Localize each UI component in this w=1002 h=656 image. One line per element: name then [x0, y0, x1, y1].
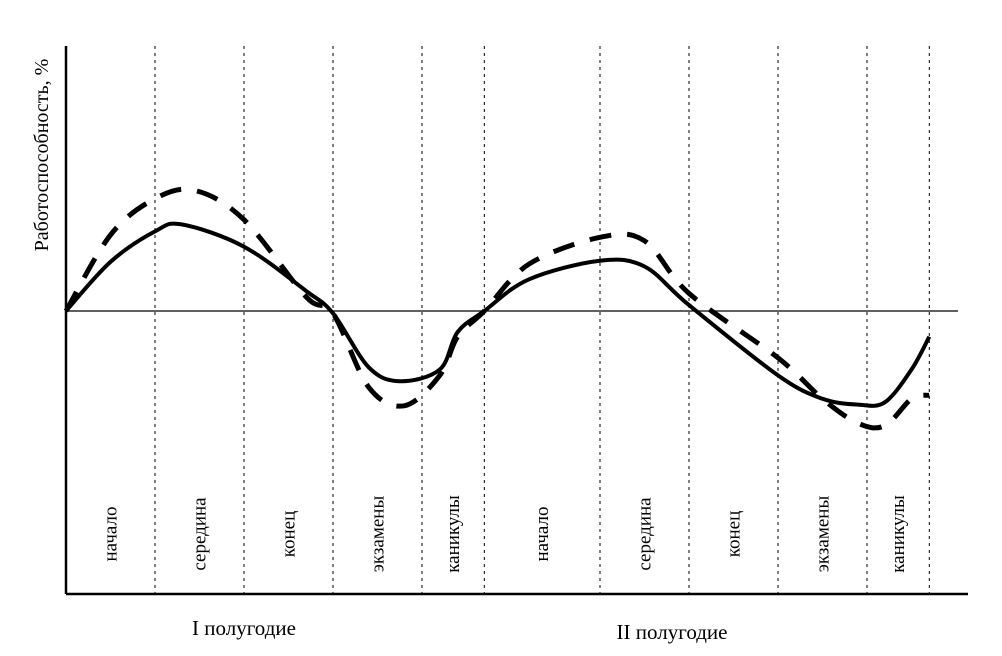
half-year-label: II полугодие: [617, 620, 728, 644]
series: [63, 186, 932, 431]
phase-label: середина: [190, 497, 211, 571]
series-line-dashed: [63, 186, 930, 431]
phase-labels: начало середина конец экзамены каникулы начал…: [101, 495, 910, 573]
phase-label: экзамены: [368, 496, 389, 573]
phase-label: каникулы: [443, 495, 464, 573]
half-year-labels: I полугодие II полугодие: [192, 616, 727, 644]
phase-label: начало: [532, 507, 553, 562]
phase-label: конец: [724, 511, 745, 558]
phase-label: середина: [635, 497, 656, 571]
series-line-solid: [64, 221, 932, 408]
phase-label: конец: [279, 511, 300, 558]
phase-label: начало: [101, 507, 122, 562]
half-year-label: I полугодие: [192, 616, 296, 640]
phase-dividers: [154, 46, 930, 594]
phase-label: экзамены: [813, 496, 834, 573]
y-axis-label: Работоспособность, %: [31, 59, 53, 252]
axes: [64, 46, 968, 596]
phase-label: каникулы: [888, 495, 909, 573]
